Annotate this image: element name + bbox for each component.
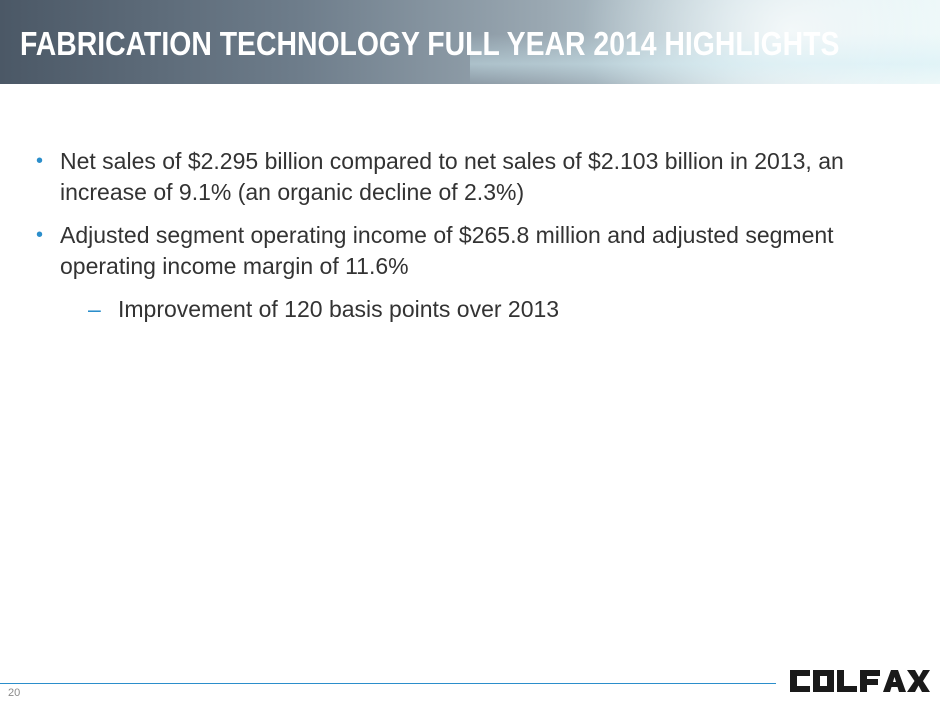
banner-streak [470,34,940,84]
sub-bullet-item-improvement: – Improvement of 120 basis points over 2… [36,294,886,325]
sub-bullet-marker: – [88,296,101,322]
bullet-item-operating-income: • Adjusted segment operating income of $… [36,220,886,282]
bullet-marker: • [36,224,44,246]
bullet-marker: • [36,150,44,172]
bullet-list: • Net sales of $2.295 billion compared t… [36,146,886,325]
slide-title: FABRICATION TECHNOLOGY FULL YEAR 2014 HI… [20,25,840,62]
title-banner: FABRICATION TECHNOLOGY FULL YEAR 2014 HI… [0,0,940,84]
footer-divider [0,683,776,684]
banner-glow [580,0,940,84]
bullet-text: Net sales of $2.295 billion compared to … [60,148,844,205]
bullet-text: Adjusted segment operating income of $26… [60,222,834,279]
bullet-item-net-sales: • Net sales of $2.295 billion compared t… [36,146,886,208]
sub-bullet-text: Improvement of 120 basis points over 201… [118,296,560,322]
page-number: 20 [8,687,21,699]
colfax-logo [790,670,930,692]
